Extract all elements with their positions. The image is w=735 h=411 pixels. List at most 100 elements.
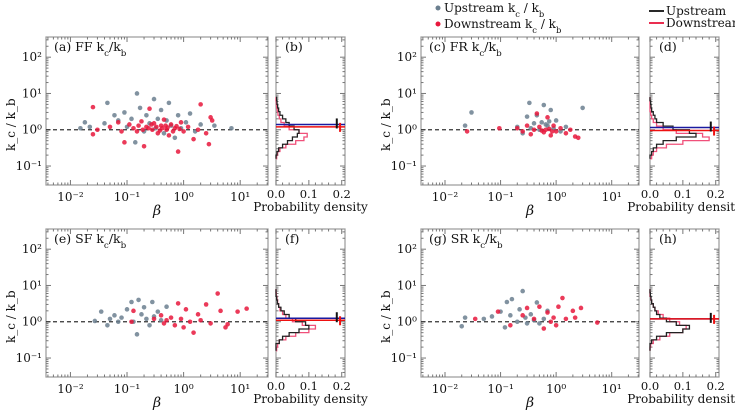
downstream-point	[528, 131, 534, 137]
upstream-point	[543, 122, 549, 127]
x-tick-label: 10⁻²	[57, 382, 84, 396]
upstream-point	[514, 319, 520, 325]
upstream-point	[87, 124, 93, 130]
upstream-point	[161, 130, 167, 136]
x-tick-label: 10⁻²	[432, 190, 459, 204]
downstream-point	[161, 117, 167, 122]
downstream-point	[520, 129, 525, 134]
y-axis-label: k_c / k_b	[379, 290, 393, 343]
hist-x-tick-label: 0.0	[267, 379, 285, 393]
x-axis-label: β	[525, 395, 534, 411]
hist-panel-title: (h)	[659, 231, 677, 246]
downstream-point	[570, 308, 576, 314]
downstream-point	[549, 129, 555, 134]
x-tick-label: 10⁻¹	[487, 190, 513, 204]
downstream-point	[119, 129, 124, 134]
downstream-point	[541, 326, 547, 331]
upstream-point	[105, 100, 110, 106]
hist-frame	[649, 228, 720, 378]
downstream-point	[472, 316, 478, 322]
upstream-point	[98, 309, 104, 314]
downstream-point	[149, 122, 154, 127]
upstream-point	[164, 304, 169, 309]
x-tick-label: 10⁻¹	[114, 382, 140, 396]
panel-title: (c) FR kc/kb	[429, 39, 502, 59]
downstream-point	[107, 124, 113, 130]
upstream-point	[508, 313, 513, 318]
downstream-point	[508, 322, 513, 328]
downstream-point	[161, 321, 167, 326]
upstream-point	[119, 315, 124, 320]
downstream-point	[534, 111, 540, 116]
downstream-point	[129, 319, 134, 325]
panel-c: 10⁻² 10⁻¹ 10⁰ 10¹ 10⁻¹ 10⁰ 10¹ 10² 0.0 0.1 0.2 β Pro…	[379, 36, 735, 219]
scatter-frame	[45, 228, 269, 378]
downstream-point	[165, 125, 170, 130]
downstream-point	[195, 127, 201, 133]
upstream-point	[158, 317, 164, 323]
upstream-point	[528, 312, 534, 317]
x-tick-label: 10⁻²	[57, 190, 84, 204]
hist-frame	[649, 36, 720, 186]
downstream-point	[551, 315, 556, 320]
downstream-point	[514, 125, 520, 131]
panel-title: (g) SR kc/kb	[429, 231, 503, 251]
upstream-point	[553, 118, 559, 123]
upstream-point	[481, 316, 487, 322]
upstream-point	[139, 312, 144, 317]
downstream-point	[95, 127, 100, 133]
upstream-point	[175, 113, 181, 118]
downstream-point	[164, 317, 169, 323]
downstream-point	[594, 320, 600, 325]
downstream-point	[198, 317, 203, 323]
upstream-point	[134, 332, 140, 337]
downstream-point	[244, 306, 249, 311]
upstream-point	[534, 300, 540, 305]
upstream-point	[107, 316, 113, 322]
downstream-point	[178, 120, 184, 125]
hist-x-tick-label: 0.2	[333, 187, 351, 201]
y-tick-label: 10²	[397, 242, 417, 256]
hist-upstream	[649, 289, 691, 351]
downstream-point	[195, 312, 201, 317]
y-tick-label: 10²	[22, 50, 42, 64]
downstream-point	[185, 124, 191, 130]
hist-x-axis-label: Probability density	[627, 392, 735, 406]
upstream-point	[531, 121, 537, 126]
downstream-point	[168, 315, 174, 320]
downstream-point	[177, 126, 182, 132]
downstream-point	[543, 127, 549, 133]
hist-frame	[275, 228, 346, 378]
x-axis-label: β	[152, 203, 161, 219]
x-tick-label: 10¹	[602, 190, 622, 204]
upstream-point	[520, 288, 525, 294]
downstream-point	[556, 304, 561, 309]
downstream-point	[151, 316, 157, 322]
x-tick-label: 10⁻²	[432, 382, 459, 396]
downstream-point	[563, 130, 569, 136]
x-tick-label: 10⁰	[546, 382, 566, 396]
downstream-point	[560, 295, 565, 301]
upstream-point	[580, 105, 585, 111]
y-tick-label: 10⁰	[22, 315, 42, 329]
y-tick-label: 10⁻¹	[391, 159, 417, 173]
upstream-point	[124, 307, 130, 312]
downstream-point	[575, 135, 581, 141]
y-tick-label: 10²	[22, 242, 42, 256]
upstream-point	[78, 125, 83, 131]
downstream-point	[215, 291, 220, 296]
upstream-point	[459, 323, 465, 329]
downstream-point	[131, 308, 136, 314]
upstream-point	[129, 116, 134, 122]
hist-x-tick-label: 0.0	[641, 379, 659, 393]
downstream-point	[524, 305, 530, 311]
downstream-point	[537, 304, 542, 309]
y-axis-label: k_c / k_b	[4, 290, 18, 343]
downstream-point	[191, 330, 196, 335]
downstream-point	[218, 308, 223, 314]
downstream-point	[578, 305, 584, 311]
hist-panel-title: (b)	[285, 39, 303, 54]
upstream-point	[166, 100, 172, 106]
upstream-point	[102, 121, 107, 126]
downstream-point	[558, 125, 563, 131]
